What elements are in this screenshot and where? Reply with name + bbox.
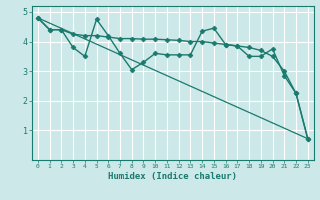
X-axis label: Humidex (Indice chaleur): Humidex (Indice chaleur) [108,172,237,181]
